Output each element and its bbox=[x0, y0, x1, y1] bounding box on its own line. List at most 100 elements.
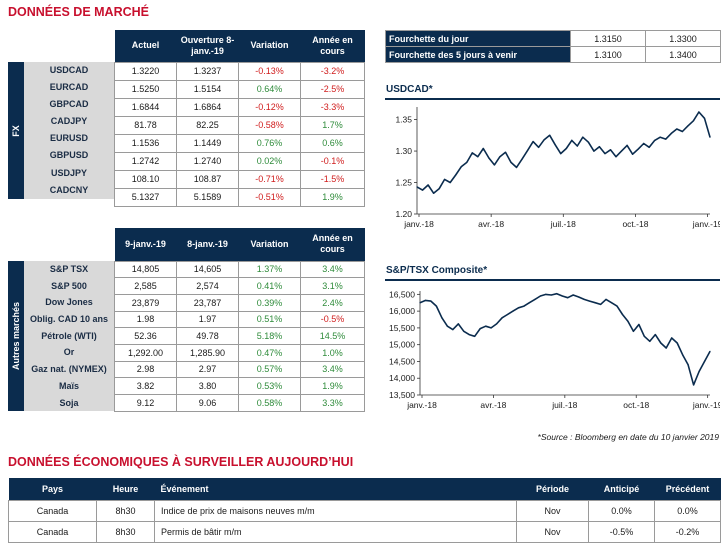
other-variation-cell: 0.57% bbox=[238, 360, 301, 379]
usdcad-data-point bbox=[626, 144, 628, 146]
usdcad-data-point bbox=[521, 158, 523, 160]
usdcad-data-point bbox=[665, 138, 667, 140]
usdcad-data-point bbox=[571, 139, 573, 141]
usdcad-data-point bbox=[477, 156, 479, 158]
other-row-labels: S&P TSX S&P 500 Dow Jones Oblig. CAD 10 ans… bbox=[24, 261, 114, 411]
tsx-data-point bbox=[583, 298, 585, 300]
usdcad-data-point bbox=[421, 189, 424, 191]
eco-country-cell: Canada bbox=[8, 520, 97, 543]
usdcad-data-point bbox=[543, 139, 545, 141]
tsx-y-tick-label: 14,500 bbox=[389, 356, 415, 366]
fx-pair-label: USDJPY bbox=[50, 167, 87, 178]
other-col-header: 8-janv.-19 bbox=[187, 238, 228, 249]
tsx-y-tick-label: 14,000 bbox=[389, 373, 415, 383]
fx-ytd-cell: -0.1% bbox=[300, 151, 365, 171]
other-market-label: S&P 500 bbox=[51, 280, 87, 291]
other-previous-cell: 23,787 bbox=[176, 293, 239, 312]
usdcad-data-point bbox=[526, 149, 529, 152]
tsx-x-tick-label: janv.-19 bbox=[692, 400, 720, 410]
usdcad-data-point bbox=[648, 146, 650, 148]
tsx-data-point bbox=[692, 384, 695, 386]
fx-ouverture-cell: 108.87 bbox=[176, 169, 239, 189]
usdcad-y-tick-label: 1.25 bbox=[395, 178, 412, 188]
eco-previous-cell: -0.2% bbox=[654, 520, 721, 543]
tsx-data-point bbox=[610, 302, 613, 304]
tsx-data-point bbox=[703, 360, 706, 363]
tsx-data-point bbox=[605, 298, 607, 300]
fx-variation-cell: -0.71% bbox=[238, 169, 301, 189]
usdcad-data-point bbox=[532, 141, 534, 143]
other-ytd-cell: 1.0% bbox=[300, 343, 365, 362]
tsx-data-point bbox=[506, 313, 509, 316]
tsx-y-tick-label: 15,500 bbox=[389, 323, 415, 333]
tsx-data-point bbox=[594, 302, 596, 304]
usdcad-data-point bbox=[576, 145, 578, 147]
tsx-data-point bbox=[528, 302, 531, 304]
other-variation-cell: 0.58% bbox=[238, 394, 301, 412]
table-row: 1.3220 1.3237 -0.13% -3.2% bbox=[114, 61, 365, 81]
usdcad-series-line bbox=[416, 111, 711, 194]
eco-period-cell: Nov bbox=[516, 499, 589, 522]
tsx-data-point bbox=[424, 299, 427, 301]
eco-col-header: Événement bbox=[154, 478, 517, 500]
fx-ouverture-cell: 82.25 bbox=[176, 115, 239, 135]
fx-ouverture-cell: 1.3237 bbox=[176, 61, 239, 81]
usdcad-data-point bbox=[604, 152, 606, 155]
other-current-cell: 23,879 bbox=[114, 293, 177, 312]
table-row: 9.12 9.06 0.58% 3.3% bbox=[114, 394, 365, 412]
eco-col-header: Période bbox=[516, 478, 589, 500]
other-ytd-cell: 3.4% bbox=[300, 260, 365, 279]
fx-variation-cell: -0.51% bbox=[238, 187, 301, 207]
tsx-data-point bbox=[638, 323, 640, 326]
tsx-x-tick-label: juil.-18 bbox=[551, 400, 577, 410]
fx-ytd-cell: -3.3% bbox=[300, 97, 365, 117]
eco-calendar-table: Pays Heure Événement Période Anticipé Précéde… bbox=[8, 478, 721, 543]
other-variation-cell: 0.51% bbox=[238, 310, 301, 329]
tsx-data-point bbox=[676, 342, 678, 344]
eco-period-cell: Nov bbox=[516, 520, 589, 543]
other-ytd-cell: 3.1% bbox=[300, 277, 365, 295]
tsx-data-point bbox=[452, 328, 454, 331]
usdcad-data-point bbox=[587, 141, 589, 143]
tsx-series-line bbox=[419, 292, 711, 386]
range-label: Fourchette du jour bbox=[385, 30, 571, 47]
market-data-title: DONNÉES DE MARCHÉ bbox=[8, 5, 149, 19]
usdcad-chart-title: USDCAD* bbox=[386, 84, 433, 95]
tsx-data-point bbox=[621, 313, 624, 316]
other-previous-cell: 14,605 bbox=[176, 260, 239, 279]
fx-ytd-cell: -2.5% bbox=[300, 79, 365, 99]
other-current-cell: 14,805 bbox=[114, 260, 177, 279]
other-markets-table: 9-janv.-19 8-janv.-19 Variation Année en co… bbox=[114, 228, 365, 412]
other-ytd-cell: 1.9% bbox=[300, 377, 365, 395]
table-row: 1,292.00 1,285.90 0.47% 1.0% bbox=[114, 343, 365, 362]
tsx-data-point bbox=[490, 327, 492, 329]
range-table: Fourchette du jour 1.3150 1.3300 Fourchette… bbox=[385, 30, 721, 63]
fx-ytd-cell: -3.2% bbox=[300, 61, 365, 81]
tsx-title-rule bbox=[385, 279, 720, 281]
usdcad-x-tick-label: janv.-19 bbox=[692, 219, 720, 229]
tsx-chart: 13,500 14,000 14,500 15,000 15,500 16,000 16,5… bbox=[377, 283, 723, 417]
fx-variation-cell: 0.76% bbox=[238, 133, 301, 153]
tsx-chart-title: S&P/TSX Composite* bbox=[386, 265, 488, 276]
fx-pair-label: CADJPY bbox=[50, 116, 88, 127]
eco-col-header: Précédent bbox=[654, 478, 721, 500]
usdcad-data-point bbox=[493, 164, 495, 166]
table-row: 1.2742 1.2740 0.02% -0.1% bbox=[114, 151, 365, 171]
other-ytd-cell: -0.5% bbox=[300, 310, 365, 329]
eco-country-cell: Canada bbox=[8, 499, 97, 522]
tsx-data-point bbox=[539, 295, 541, 297]
tsx-data-point bbox=[496, 323, 498, 325]
usdcad-data-point bbox=[482, 147, 484, 150]
tsx-data-point bbox=[556, 293, 558, 295]
other-variation-cell: 0.41% bbox=[238, 277, 301, 295]
fx-pair-label: EURUSD bbox=[49, 133, 88, 144]
usdcad-data-point bbox=[432, 192, 435, 194]
tsx-data-point bbox=[512, 310, 514, 312]
table-row: Canada 8h30 Permis de bâtir m/m Nov -0.5% -0.… bbox=[8, 520, 721, 543]
fx-pair-label: GBPUSD bbox=[49, 150, 89, 161]
table-row: 3.82 3.80 0.53% 1.9% bbox=[114, 377, 365, 395]
fx-pair-label: CADCNY bbox=[49, 184, 89, 195]
other-previous-cell: 1,285.90 bbox=[176, 343, 239, 362]
usdcad-data-point bbox=[615, 156, 617, 158]
range-high: 1.3400 bbox=[645, 46, 721, 63]
